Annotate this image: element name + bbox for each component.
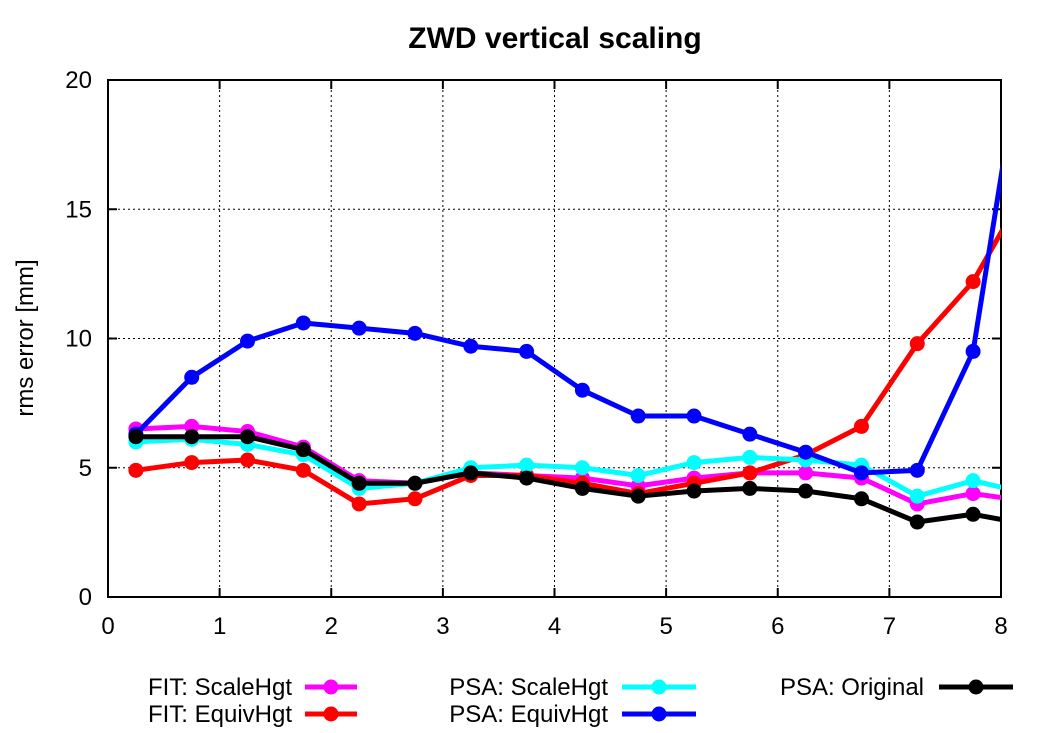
y-tick-label: 15 [65, 196, 92, 223]
data-point [630, 468, 646, 484]
data-point [742, 480, 758, 496]
legend-label: FIT: EquivHgt [148, 701, 292, 728]
x-tick-label: 7 [883, 613, 896, 640]
data-point [1021, 517, 1036, 532]
legend-swatch-marker [651, 706, 667, 722]
data-point [351, 320, 367, 336]
data-point [1021, 494, 1036, 509]
data-point [519, 470, 535, 486]
data-point [965, 343, 981, 359]
data-point [184, 455, 200, 471]
legend-swatch-marker [323, 706, 339, 722]
data-point [295, 462, 311, 478]
x-tick-label: 3 [436, 613, 449, 640]
series-line [134, 161, 1001, 476]
legend-swatch-marker [651, 679, 667, 695]
data-point [240, 452, 256, 468]
data-point [407, 325, 423, 341]
data-point [630, 488, 646, 504]
y-tick-label: 5 [79, 455, 92, 482]
data-point [798, 444, 814, 460]
x-tick-label: 6 [771, 613, 784, 640]
x-tick-label: 4 [548, 613, 561, 640]
data-point [909, 336, 925, 352]
series-psa-original [128, 429, 1036, 532]
legend-entry: PSA: ScaleHgt [449, 674, 696, 701]
legend-entry: FIT: ScaleHgt [148, 674, 357, 701]
data-point [1021, 0, 1036, 10]
y-tick-label: 0 [79, 584, 92, 611]
data-point [184, 418, 200, 434]
plot-frame [107, 79, 1002, 598]
x-tick-label: 2 [325, 613, 338, 640]
data-point [965, 473, 981, 489]
y-axis-label: rms error [mm] [12, 259, 39, 416]
x-tick-label: 8 [994, 613, 1007, 640]
legend-entry: PSA: Original [780, 674, 1013, 701]
data-point [407, 491, 423, 507]
data-point [574, 382, 590, 398]
data-point [853, 465, 869, 481]
data-point [1021, 176, 1036, 191]
data-point [407, 475, 423, 491]
data-point [965, 506, 981, 522]
data-point [686, 455, 702, 471]
data-point [519, 343, 535, 359]
data-point [574, 480, 590, 496]
legend-entry: PSA: EquivHgt [449, 701, 696, 728]
x-tick-label: 1 [213, 613, 226, 640]
data-point [798, 465, 814, 481]
axes: 0 1 2 3 4 5 6 7 8 0 5 10 15 20 [65, 67, 1007, 640]
data-point [742, 465, 758, 481]
data-point [295, 315, 311, 331]
legend-swatch-marker [323, 679, 339, 695]
x-tick-label: 0 [101, 613, 114, 640]
data-point [519, 457, 535, 473]
data-point [909, 462, 925, 478]
data-point [909, 514, 925, 530]
data-point [128, 462, 144, 478]
data-point [463, 465, 479, 481]
data-point [574, 460, 590, 476]
data-point [463, 338, 479, 354]
data-point [295, 442, 311, 458]
data-point [853, 491, 869, 507]
data-point [965, 274, 981, 290]
data-point [1021, 486, 1036, 501]
data-point [351, 496, 367, 512]
data-point [742, 449, 758, 465]
data-point [184, 369, 200, 385]
data-point [686, 408, 702, 424]
data-point [965, 486, 981, 502]
legend-swatch-marker [968, 679, 984, 695]
plot-area [128, 0, 1036, 532]
chart-title: ZWD vertical scaling [408, 22, 701, 55]
y-tick-label: 20 [65, 67, 92, 94]
data-point [686, 483, 702, 499]
legend-label: PSA: EquivHgt [449, 701, 608, 728]
legend-label: PSA: ScaleHgt [449, 674, 608, 701]
legend-entry: FIT: EquivHgt [148, 701, 357, 728]
data-point [630, 408, 646, 424]
series-line [135, 227, 1001, 507]
x-tick-label: 5 [659, 613, 672, 640]
data-point [742, 426, 758, 442]
data-point [240, 333, 256, 349]
legend-label: FIT: ScaleHgt [148, 674, 292, 701]
data-point [798, 483, 814, 499]
legend-label: PSA: Original [780, 674, 924, 701]
data-point [128, 429, 144, 445]
data-point [853, 418, 869, 434]
data-point [909, 488, 925, 504]
y-tick-label: 10 [65, 326, 92, 353]
data-point [184, 429, 200, 445]
data-point [240, 429, 256, 445]
series-psa-equivhgt [128, 0, 1036, 481]
data-point [351, 475, 367, 491]
